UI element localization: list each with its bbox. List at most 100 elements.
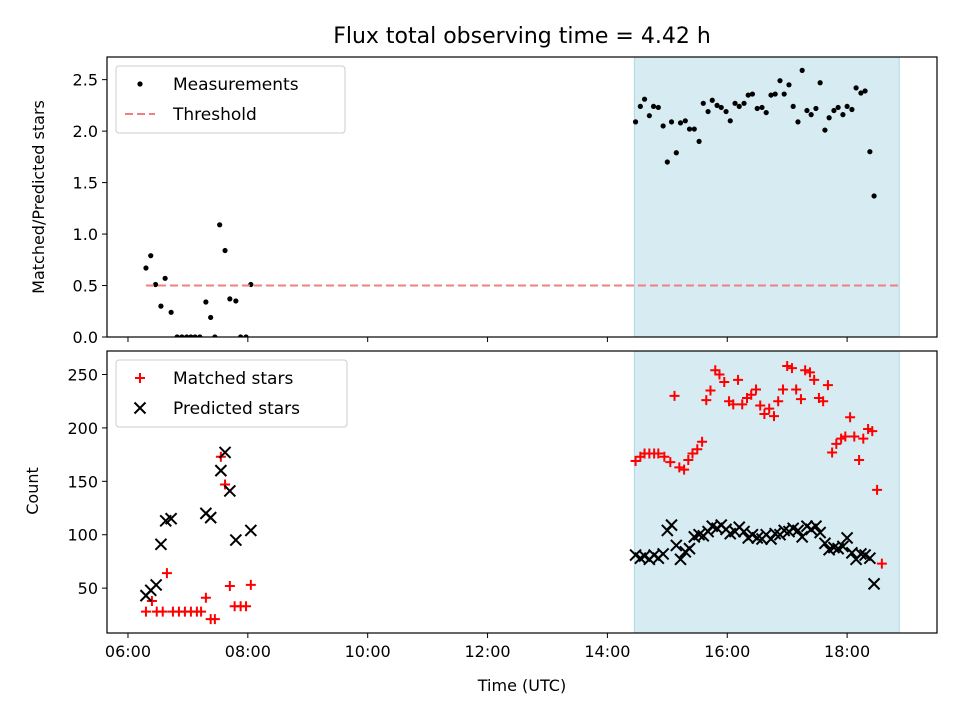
measurements-point <box>179 334 185 337</box>
measurements-point <box>849 106 855 113</box>
matched-stars-point <box>245 579 256 590</box>
count-y-tick-label: 150 <box>67 472 98 491</box>
matched-stars-point <box>220 479 231 490</box>
predicted-stars-point <box>795 530 809 544</box>
x-tick-label: 10:00 <box>345 642 391 661</box>
measurements-point <box>749 91 756 97</box>
predicted-stars-point <box>751 531 764 545</box>
measurements-point <box>786 82 792 88</box>
measurements-point <box>817 80 823 86</box>
count-panel: 06:00 08:00 10:00 12:00 14:00 16:00 18:00 50 100… <box>67 350 938 661</box>
matched-stars-point <box>714 369 725 380</box>
matched-stars-point <box>209 614 220 625</box>
measurements-point <box>709 97 715 103</box>
measurements-point <box>795 119 801 125</box>
predicted-stars-point <box>818 537 832 550</box>
matched-stars-point <box>831 438 842 449</box>
matched-stars-point <box>679 464 690 475</box>
matched-stars-point <box>701 395 712 406</box>
measurements-point <box>844 103 850 110</box>
x-tick-label: 14:00 <box>584 642 630 661</box>
chart-title: Flux total observing time = 4.42 h <box>333 24 711 49</box>
predicted-stars-point <box>229 533 243 547</box>
measurements-point <box>632 119 639 125</box>
predicted-stars-point <box>777 524 791 537</box>
matched-stars-point <box>849 431 860 442</box>
measurements-point <box>826 115 832 121</box>
matched-stars-point <box>822 380 833 391</box>
predicted-stars-point <box>737 525 751 538</box>
count-observing-window <box>633 350 900 634</box>
matched-stars-point <box>692 444 703 455</box>
matched-stars-point <box>140 606 151 617</box>
bottom-y-axis-label: Count <box>23 467 42 515</box>
ratio-y-tick-label: 0.5 <box>73 277 98 296</box>
matched-stars-point <box>161 568 172 579</box>
measurements-point <box>705 108 711 115</box>
count-legend <box>115 359 348 428</box>
matched-stars-point <box>876 558 887 569</box>
ratio-data <box>143 67 902 337</box>
matched-stars-point <box>737 399 748 410</box>
ratio-y-tick-label: 2.5 <box>73 71 98 90</box>
measurements-point <box>718 104 724 111</box>
predicted-stars-point <box>670 539 683 552</box>
predicted-stars-point <box>665 518 678 532</box>
matched-stars-point <box>782 360 793 371</box>
matched-stars-point <box>733 374 744 385</box>
count-data <box>139 360 887 625</box>
predicted-stars-point <box>218 446 232 459</box>
measurements-point <box>686 126 693 132</box>
x-tick-label: 08:00 <box>225 642 271 661</box>
measurements-point <box>867 149 873 155</box>
matched-stars-point <box>200 592 211 603</box>
predicted-stars-point <box>840 531 854 545</box>
ratio-observing-window <box>633 56 900 338</box>
measurements-point <box>217 222 223 228</box>
count-y-tick-label: 50 <box>78 579 98 598</box>
matched-stars-point <box>867 426 878 437</box>
matched-stars-point <box>241 601 252 612</box>
measurements-point <box>162 275 168 281</box>
measurements-point <box>174 334 180 337</box>
measurements-point <box>754 105 760 112</box>
predicted-stars-point <box>768 527 782 540</box>
measurements-point <box>243 334 249 337</box>
ratio-y-tick-label: 1.5 <box>73 174 98 193</box>
predicted-stars-point <box>791 524 805 537</box>
matched-stars-point <box>768 411 779 422</box>
predicted-stars-point <box>164 512 178 525</box>
matched-stars-point <box>777 384 788 395</box>
legend-label-predicted-stars: Predicted stars <box>173 399 300 419</box>
legend-label-measurements: Measurements <box>173 75 299 95</box>
matched-stars-point <box>746 389 757 400</box>
measurements-point <box>871 193 877 199</box>
matched-stars-point <box>818 396 829 407</box>
ratio-y-tick-label: 1.0 <box>73 225 98 244</box>
matched-stars-point <box>764 403 775 414</box>
matched-stars-point <box>146 595 157 606</box>
matched-stars-point <box>791 384 802 395</box>
measurements-point <box>736 103 742 110</box>
measurements-point <box>858 90 864 96</box>
measurements-point <box>197 334 203 337</box>
count-y-tick-label: 200 <box>67 419 98 438</box>
matched-stars-point <box>157 606 168 617</box>
measurements-point <box>700 100 706 106</box>
matched-stars-point <box>773 396 784 407</box>
matched-stars-point <box>858 433 869 444</box>
x-tick-label: 06:00 <box>105 642 151 661</box>
matched-stars-point <box>827 447 838 458</box>
measurements-point <box>152 281 159 288</box>
measurements-point <box>148 253 154 259</box>
x-tick-label: 16:00 <box>704 642 750 661</box>
matched-stars-point <box>809 374 820 385</box>
predicted-stars-point <box>692 528 706 541</box>
matched-stars-point <box>196 606 207 617</box>
measurements-point <box>222 247 228 254</box>
measurements-point <box>677 120 684 126</box>
measurements-point <box>804 107 810 114</box>
predicted-stars-point <box>809 519 823 533</box>
measurements-point <box>696 138 702 145</box>
measurements-point <box>840 112 846 118</box>
